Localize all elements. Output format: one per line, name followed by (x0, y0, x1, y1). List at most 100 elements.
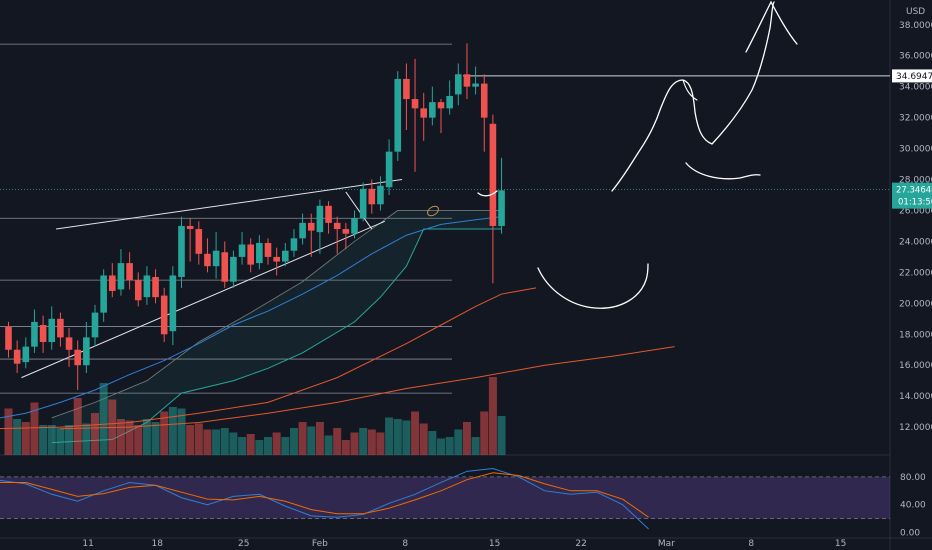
price-tick-label: 24.00000 (899, 237, 932, 247)
oscillator-tick-label: 40.00 (900, 501, 926, 511)
candle-body (186, 225, 194, 230)
volume-bar-7 (65, 425, 74, 455)
candle-45 (394, 71, 402, 161)
candle-body (385, 151, 393, 188)
candle-24 (212, 232, 220, 279)
candle-body (472, 83, 479, 87)
candle-41 (359, 182, 367, 222)
candle-body (31, 321, 38, 347)
candle-8 (74, 340, 81, 390)
candle-43 (377, 176, 384, 211)
price-axis: USD 38.00000 36.00000 34.00000 32.00000 30.00… (892, 7, 932, 433)
candle-body (74, 349, 81, 366)
candle-body (411, 99, 419, 109)
volume-bar-2 (21, 422, 30, 455)
candle-40 (351, 210, 358, 239)
candle-body (290, 238, 298, 251)
candle-17 (152, 269, 159, 304)
candle-body (498, 190, 505, 226)
trendline-0 (56, 179, 403, 230)
trendline-1 (21, 220, 385, 379)
candle-body (256, 242, 263, 264)
candle-body (247, 244, 254, 265)
drawing-mid-curve (685, 162, 761, 180)
candle-body (160, 295, 168, 335)
candlesticks (5, 43, 505, 390)
volume-bar-51 (445, 437, 454, 455)
volume-bar-27 (238, 437, 247, 455)
volume-bar-13 (116, 419, 125, 455)
candle-body (83, 337, 90, 366)
time-tick-label: 22 (575, 539, 586, 549)
candle-49 (429, 86, 436, 126)
volume-bar-50 (437, 438, 445, 455)
candle-44 (385, 139, 393, 195)
oscillator-band (0, 476, 890, 519)
candle-body (212, 250, 220, 267)
candle-54 (472, 66, 479, 95)
candle-0 (5, 321, 12, 358)
candle-21 (186, 218, 194, 262)
candle-9 (83, 321, 90, 373)
candle-body (446, 95, 453, 109)
trendline-2 (345, 191, 373, 230)
volume-bar-16 (142, 419, 151, 455)
candle-body (480, 83, 488, 118)
candle-body (100, 275, 107, 313)
candle-body (307, 222, 315, 231)
candle-body (178, 225, 185, 278)
candle-body (230, 256, 237, 282)
volume-bar-33 (289, 428, 298, 455)
candle-57 (498, 157, 505, 234)
price-tick-label: 22.00000 (899, 268, 932, 278)
candle-42 (368, 179, 376, 214)
candle-53 (463, 43, 471, 100)
oscillator-line-b (0, 472, 649, 518)
candle-body (5, 326, 12, 350)
candle-20 (178, 216, 185, 288)
volume-bar-52 (454, 429, 463, 455)
volume-bar-32 (281, 437, 290, 455)
candle-16 (143, 266, 151, 305)
candle-body (316, 205, 324, 233)
volume-bar-48 (419, 423, 428, 455)
candle-38 (333, 216, 341, 254)
time-tick-label: 8 (402, 539, 408, 549)
candle-body (403, 78, 410, 100)
volume-bar-18 (160, 411, 169, 455)
candle-body (152, 277, 159, 298)
candle-39 (342, 222, 350, 250)
volume-bar-25 (220, 428, 229, 455)
candle-10 (91, 304, 99, 347)
volume-bar-23 (203, 429, 212, 455)
candle-7 (65, 328, 73, 367)
price-tick-label: 28.00000 (899, 176, 932, 186)
price-tick-label: 26.00000 (899, 206, 932, 216)
price-tick-label: 38.00000 (899, 21, 932, 31)
price-tick-label: 32.00000 (899, 114, 932, 124)
drawing-projection-arrow (611, 1, 775, 192)
candle-18 (160, 287, 168, 343)
candle-body (126, 263, 133, 281)
volume-bar-22 (194, 423, 203, 455)
volume-bar-29 (255, 440, 264, 455)
candle-26 (230, 250, 237, 288)
candle-body (282, 250, 289, 262)
volume-bar-39 (341, 440, 350, 455)
volume-bar-3 (30, 402, 39, 455)
volume-bar-34 (298, 422, 307, 455)
price-tick-label: 14.00000 (899, 392, 932, 402)
ma-mid-line (0, 287, 537, 430)
time-tick-label: 15 (489, 539, 500, 549)
candle-32 (282, 242, 289, 267)
volume-bar-43 (376, 432, 385, 455)
last-price-tag-bg (892, 182, 932, 209)
candle-31 (273, 247, 280, 276)
candle-body (13, 349, 21, 364)
volume-bar-38 (333, 428, 342, 455)
candle-body (65, 337, 73, 350)
volume-bar-17 (151, 422, 160, 455)
candle-1 (13, 340, 21, 373)
resistance-tag-bg (892, 69, 932, 83)
